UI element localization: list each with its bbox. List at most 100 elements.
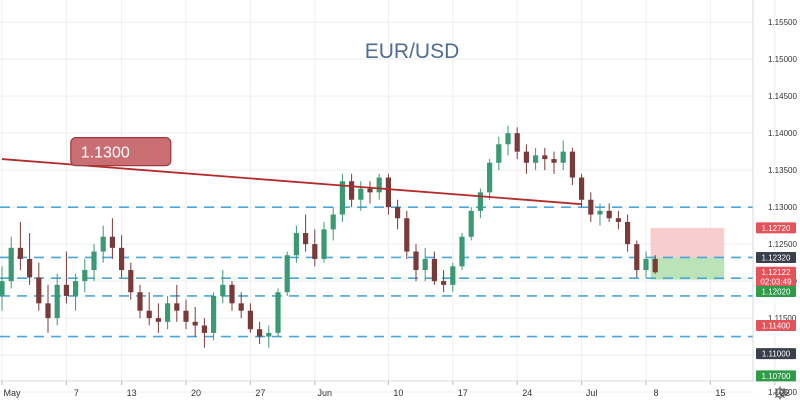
candle-body	[128, 270, 134, 293]
candle-body	[487, 162, 493, 193]
candle-body	[496, 144, 502, 163]
time-tick-label: 8	[653, 388, 658, 398]
trade-zones	[650, 227, 725, 280]
chart-title: EUR/USD	[365, 40, 460, 63]
candle-body	[312, 244, 318, 259]
candle-body	[82, 270, 88, 282]
price-tag-label: 1.12020	[762, 287, 791, 296]
price-tick-label: 1.10500	[768, 388, 797, 397]
price-tick-label: 1.15000	[768, 55, 797, 64]
candle-body	[431, 258, 437, 282]
candle-body	[293, 233, 299, 256]
price-tick-label: 1.11500	[768, 314, 797, 323]
candle-body	[652, 258, 658, 273]
candles	[0, 125, 658, 348]
candle-body	[257, 329, 263, 337]
candle-body	[0, 281, 5, 296]
candle-body	[8, 247, 14, 282]
price-tag-label: 02:03:49	[760, 277, 792, 286]
time-tick-label: 15	[715, 388, 725, 398]
candle-body	[477, 192, 483, 211]
candle-body	[284, 255, 290, 293]
candle-body	[367, 188, 373, 193]
candle-body	[165, 303, 171, 322]
price-tick-label: 1.15500	[768, 18, 797, 27]
trend-line-group	[1, 158, 582, 206]
candle-body	[266, 332, 272, 337]
candle-body	[330, 214, 336, 230]
candle-body	[560, 151, 566, 163]
candle-body	[321, 229, 327, 259]
candle-body	[404, 218, 410, 252]
candle-body	[220, 284, 226, 296]
candle-body	[192, 321, 198, 326]
price-tag	[756, 320, 796, 332]
time-tick-label: 27	[255, 388, 265, 398]
time-tick-label: Jul	[586, 388, 598, 398]
candle-body	[422, 258, 428, 271]
price-tag-label: 1.11000	[762, 350, 791, 359]
candle-body	[413, 251, 419, 271]
candle-body	[349, 181, 355, 200]
candle-body	[542, 155, 548, 160]
time-axis[interactable]: May7132027Jun101724Jul81522	[1, 381, 790, 398]
candle-body	[211, 295, 217, 333]
price-axis[interactable]: 1.15500 1.15000 1.14500 1.14000 1.13500 1.130…	[768, 18, 797, 397]
candle-body	[238, 303, 244, 311]
candle-body	[358, 188, 364, 200]
candle-body	[137, 292, 143, 311]
gear-icon[interactable]	[773, 386, 787, 400]
target-zone	[650, 227, 725, 258]
stop-zone	[650, 257, 725, 280]
price-tag	[756, 275, 796, 287]
callout-box	[70, 137, 172, 167]
candle-body	[63, 284, 69, 296]
candle-body	[183, 310, 189, 322]
candle-body	[201, 325, 207, 333]
price-tag	[756, 285, 796, 297]
candle-body	[119, 247, 125, 271]
price-tag-label: 1.10700	[762, 372, 791, 381]
candle-body	[54, 284, 60, 319]
candle-body	[109, 236, 115, 248]
price-tag-label: 1.12720	[762, 224, 791, 233]
candle-body	[459, 236, 465, 267]
candle-body	[579, 177, 585, 200]
price-tag-label: 1.12320	[762, 253, 791, 262]
candle-body	[174, 303, 180, 311]
candle-body	[303, 233, 309, 245]
time-tick-label: 7	[74, 388, 79, 398]
trend-line	[1, 158, 582, 206]
candle-body	[597, 210, 603, 215]
price-tag	[756, 370, 796, 382]
candle-body	[247, 310, 253, 330]
candle-body	[505, 133, 511, 145]
candle-body	[395, 207, 401, 219]
candle-body	[275, 292, 281, 333]
price-tick-label: 1.13500	[768, 166, 797, 175]
price-tag-label: 1.12122	[762, 268, 791, 277]
candle-body	[588, 199, 594, 215]
candle-body	[27, 258, 33, 278]
candle-body	[450, 266, 456, 285]
time-tick-label: 13	[127, 388, 137, 398]
price-tick-label: 1.12500	[768, 240, 797, 249]
candle-body	[229, 284, 235, 304]
price-callout: 1.1300	[70, 137, 172, 167]
candle-body	[17, 247, 23, 259]
candle-body	[533, 155, 539, 163]
price-tag	[756, 251, 796, 263]
candle-body	[468, 210, 474, 237]
candle-body	[569, 151, 575, 178]
candle-body	[625, 221, 631, 245]
candle-body	[155, 318, 161, 322]
price-tick-label: 1.14000	[768, 129, 797, 138]
time-tick-label: May	[3, 388, 21, 398]
candle-body	[100, 236, 106, 252]
candle-body	[551, 159, 557, 163]
price-tick-label: 1.13000	[768, 203, 797, 212]
time-tick-label: 10	[393, 388, 403, 398]
